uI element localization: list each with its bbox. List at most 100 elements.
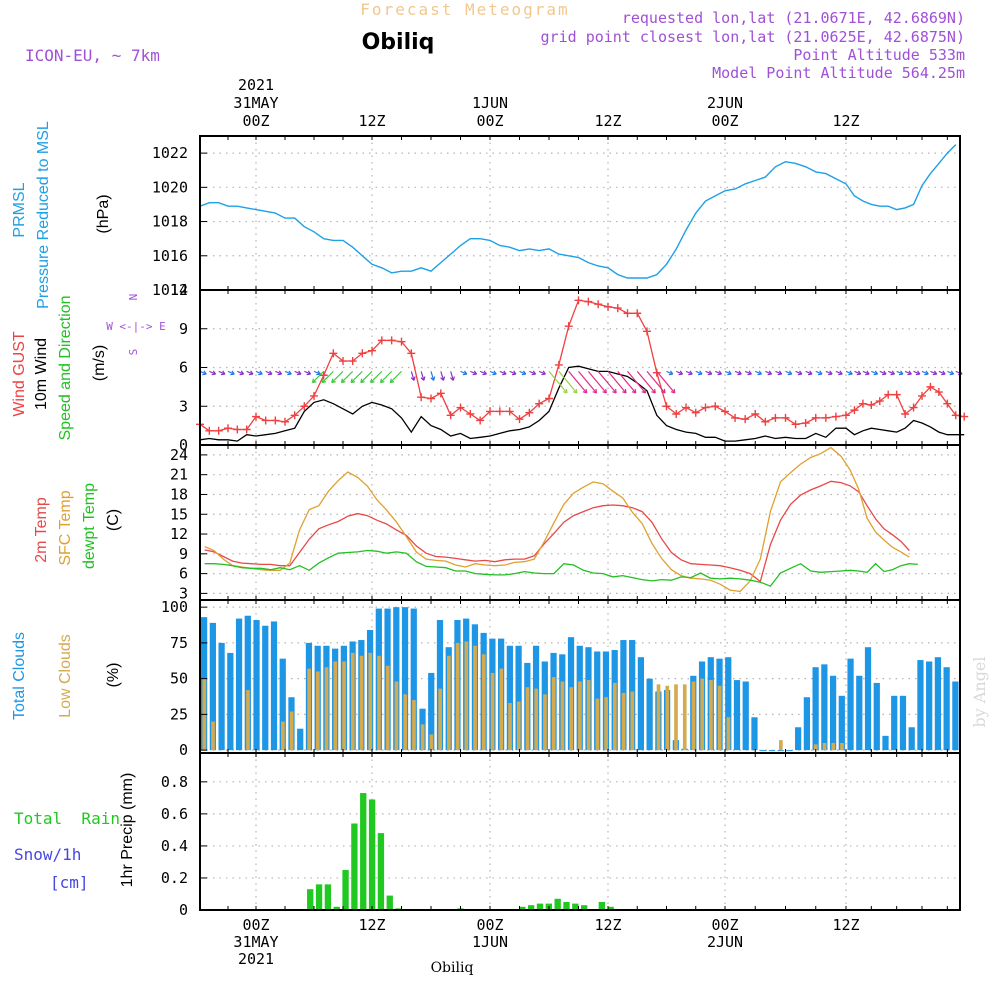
bar-total-clouds — [795, 727, 802, 751]
wind-direction-arrow — [440, 371, 446, 381]
y-tick-label: 25 — [170, 705, 188, 723]
gust-marker — [387, 336, 396, 345]
wind-direction-arrow — [938, 370, 946, 376]
bar-low-clouds — [840, 742, 844, 751]
bar-low-clouds — [656, 684, 661, 751]
y-tick-label: 50 — [170, 670, 188, 688]
bar-low-clouds — [473, 645, 477, 751]
gust-marker — [476, 416, 485, 425]
product-title: Forecast Meteogram — [360, 0, 569, 19]
gust-marker — [271, 416, 280, 425]
y-tick-label: 1022 — [152, 144, 188, 162]
bar-low-clouds — [630, 691, 635, 751]
bar-total-clouds — [847, 658, 854, 751]
bar-low-clouds — [281, 721, 285, 751]
footer-location: Obiliq — [431, 960, 474, 976]
wind-direction-arrow — [695, 370, 703, 376]
gust-marker — [505, 407, 514, 416]
gust-marker — [554, 360, 563, 369]
gridpoint-coords: grid point closest lon,lat (21.0625E, 42… — [541, 28, 965, 46]
bar-rain — [519, 906, 526, 910]
y-tick-label: 0.8 — [161, 773, 188, 791]
bar-low-clouds — [700, 678, 705, 751]
y-tick-label: 3 — [179, 397, 188, 415]
bar-low-clouds — [350, 652, 355, 751]
wind-direction-arrow — [666, 370, 674, 376]
bar-total-clouds — [899, 695, 907, 751]
bar-low-clouds — [359, 655, 364, 751]
bar-total-clouds — [786, 750, 793, 752]
time-label-bottom: 00Z — [242, 916, 269, 934]
bar-rain — [307, 889, 314, 910]
gust-marker — [901, 410, 910, 418]
wind-direction-arrow — [265, 370, 273, 376]
gust-marker — [672, 410, 681, 418]
bar-low-clouds — [831, 742, 836, 751]
wind-direction-arrow — [646, 370, 666, 394]
bar-total-clouds — [908, 727, 915, 751]
bar-low-clouds — [447, 655, 451, 751]
bar-total-clouds — [279, 658, 286, 751]
y-tick-label: 9 — [179, 320, 188, 338]
y-tick-label: 1016 — [152, 247, 188, 265]
gust-marker — [781, 413, 790, 422]
wind-direction-arrow — [489, 370, 497, 376]
compass-we: W <-|-> E — [106, 320, 166, 333]
gust-marker — [960, 412, 969, 421]
bar-total-clouds — [838, 695, 845, 751]
gust-marker — [446, 411, 455, 420]
gust-marker — [821, 413, 830, 422]
bar-total-clouds — [428, 672, 435, 751]
bar-total-clouds — [401, 607, 409, 751]
y-tick-label: 1020 — [152, 178, 188, 196]
gust-label: Wind GUST — [11, 331, 28, 417]
wind-direction-arrow — [676, 370, 684, 376]
bar-total-clouds — [209, 622, 216, 751]
model-altitude: Model Point Altitude 564.25m — [712, 64, 965, 82]
bar-total-clouds — [777, 750, 784, 752]
bar-total-clouds — [760, 750, 767, 752]
low-clouds-label: Low Clouds — [57, 634, 74, 718]
gust-marker — [811, 413, 820, 422]
bar-low-clouds — [211, 721, 215, 751]
watermark: by Angel — [970, 656, 989, 727]
bar-rain — [554, 898, 561, 910]
time-label-top: 12Z — [358, 112, 385, 130]
bar-rain — [315, 884, 323, 910]
gust-marker — [377, 336, 386, 345]
wind-direction-arrow — [246, 370, 254, 376]
time-label-top: 31MAY — [233, 94, 278, 112]
prmsl-label: PRMSL — [11, 182, 28, 237]
gust-marker — [205, 426, 214, 435]
bar-low-clouds — [604, 697, 608, 751]
bar-low-clouds — [412, 700, 416, 751]
bar-low-clouds — [595, 698, 600, 751]
gust-marker — [909, 403, 918, 412]
time-label-bottom: 2JUN — [707, 933, 743, 951]
bar-rain — [598, 901, 606, 910]
bar-low-clouds — [682, 684, 687, 751]
gust-marker — [252, 412, 260, 421]
wind-direction-arrow — [656, 370, 676, 394]
panel-frame — [199, 289, 961, 446]
bar-low-clouds — [569, 687, 574, 751]
wind-direction-arrow — [862, 370, 870, 376]
bar-total-clouds — [725, 657, 732, 751]
gust-marker — [368, 346, 376, 355]
gust-marker — [751, 410, 760, 418]
y-tick-label: 100 — [161, 598, 188, 616]
bar-low-clouds — [525, 687, 530, 751]
y-tick-label: 1014 — [152, 281, 188, 299]
wind-direction-arrow — [835, 370, 843, 376]
bar-low-clouds — [289, 711, 294, 751]
gust-marker — [842, 411, 850, 420]
y-tick-label: 21 — [170, 466, 188, 484]
prmsl-sublabel: Pressure Reduced to MSL — [35, 121, 52, 309]
wind-direction-arrow — [470, 370, 478, 376]
bar-total-clouds — [218, 642, 225, 751]
wind-direction-arrow — [685, 370, 693, 376]
bar-low-clouds — [307, 668, 311, 751]
series-dewpt-temp — [204, 549, 918, 587]
bar-low-clouds — [429, 734, 434, 751]
bar-total-clouds — [227, 652, 234, 751]
